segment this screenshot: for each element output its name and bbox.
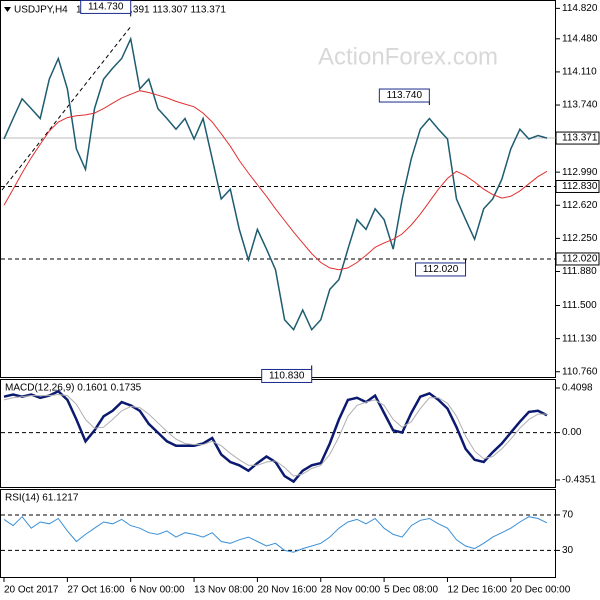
- x-tick-label: 13 Nov 08:00: [194, 585, 254, 596]
- symbol-title: USDJPY,H4: [14, 5, 68, 16]
- x-tick-label: 28 Nov 00:00: [321, 585, 381, 596]
- level-box: [555, 179, 600, 193]
- series-line: [3, 36, 548, 332]
- x-tick-label: 20 Oct 2017: [4, 585, 59, 596]
- y-tick-label: 112.250: [562, 233, 598, 244]
- annotation-box: [415, 262, 467, 277]
- y-tick-label: 30: [562, 545, 574, 556]
- y-tick-label: 114.110: [562, 67, 597, 78]
- series-line: [3, 515, 548, 553]
- y-tick-label: 111.880: [562, 266, 597, 277]
- y-tick-label: 111.130: [562, 333, 597, 344]
- annotation-label: 110.830: [269, 371, 305, 382]
- ohlc-values: 113.314 113.391 113.307 113.371: [76, 5, 226, 16]
- level-label: 112.830: [562, 181, 598, 192]
- y-tick-label: 112.620: [562, 200, 598, 211]
- y-tick-label: 70: [562, 510, 574, 521]
- x-tick-label: 5 Dec 08:00: [384, 585, 438, 596]
- series-line: [3, 90, 548, 271]
- annotation-label: 113.740: [387, 90, 423, 101]
- y-tick-label: 0.4098: [562, 383, 593, 394]
- series-line: [3, 393, 547, 477]
- annotation-box: [261, 368, 313, 383]
- level-label: 112.020: [562, 254, 598, 265]
- trend-line: [1, 24, 133, 191]
- y-tick-label: 114.480: [562, 33, 598, 44]
- y-tick-label: 114.820: [562, 3, 598, 14]
- annotation-box: [378, 88, 430, 103]
- y-tick-label: 113.740: [562, 100, 598, 111]
- annotation-box: [80, 0, 132, 14]
- x-tick-label: 20 Dec 00:00: [511, 585, 571, 596]
- menu-icon: [4, 7, 11, 12]
- watermark: ActionForex.com: [318, 43, 498, 70]
- y-tick-label: 110.760: [562, 366, 598, 377]
- level-box: [555, 252, 600, 266]
- y-tick-label: 112.990: [562, 167, 598, 178]
- y-tick-label: 0.00: [562, 427, 582, 438]
- x-tick-label: 20 Nov 16:00: [257, 585, 317, 596]
- rsi-title: RSI(14) 61.1217: [5, 493, 79, 504]
- series-line: [3, 389, 548, 484]
- last-price-box: [555, 131, 600, 145]
- x-tick-label: 6 Nov 00:00: [131, 585, 185, 596]
- y-tick-label: -0.4351: [562, 475, 596, 486]
- x-tick-label: 27 Oct 16:00: [67, 585, 125, 596]
- macd-title: MACD(12,26,9) 0.1601 0.1735: [5, 383, 142, 394]
- annotation-label: 114.730: [88, 2, 124, 13]
- rsi-panel: [0, 489, 556, 578]
- y-tick-label: 111.500: [562, 300, 597, 311]
- annotation-label: 112.020: [423, 264, 459, 275]
- x-tick-label: 12 Dec 16:00: [447, 585, 507, 596]
- last-price-label: 113.371: [562, 133, 598, 144]
